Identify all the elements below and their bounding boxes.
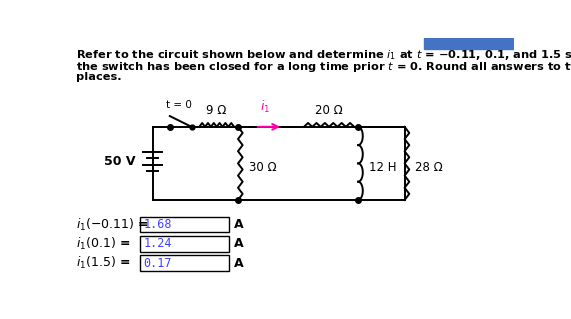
Bar [424, 38, 514, 49]
Text: places.: places. [76, 72, 122, 82]
Text: A: A [234, 218, 244, 231]
Text: 50 V: 50 V [104, 155, 136, 168]
Text: 28 Ω: 28 Ω [416, 161, 443, 174]
Text: A: A [234, 256, 244, 270]
Text: $i_1(-0.11)$ =: $i_1(-0.11)$ = [76, 217, 150, 233]
Bar [139, 236, 229, 252]
Text: $i_1$: $i_1$ [260, 98, 270, 115]
Text: 1.24: 1.24 [143, 237, 172, 250]
Text: the switch has been closed for a long time prior $t$ = 0. Round all answers to t: the switch has been closed for a long ti… [76, 60, 571, 74]
Bar [139, 256, 229, 271]
Text: A: A [234, 237, 244, 250]
Text: 9 Ω: 9 Ω [207, 104, 227, 117]
Text: $i_1(1.5)$ =: $i_1(1.5)$ = [76, 255, 132, 271]
Text: t = 0: t = 0 [166, 100, 192, 110]
Text: 0.17: 0.17 [143, 256, 172, 270]
Text: 30 Ω: 30 Ω [249, 161, 276, 174]
Text: 20 Ω: 20 Ω [315, 104, 343, 117]
Text: 1.68: 1.68 [143, 218, 172, 231]
Text: $i_1(0.1)$ =: $i_1(0.1)$ = [76, 236, 132, 252]
Text: Refer to the circuit shown below and determine $i_1$ at $t$ = −0.11, 0.1, and 1.: Refer to the circuit shown below and det… [76, 48, 571, 62]
Bar [139, 217, 229, 232]
Text: 12 H: 12 H [369, 161, 396, 174]
